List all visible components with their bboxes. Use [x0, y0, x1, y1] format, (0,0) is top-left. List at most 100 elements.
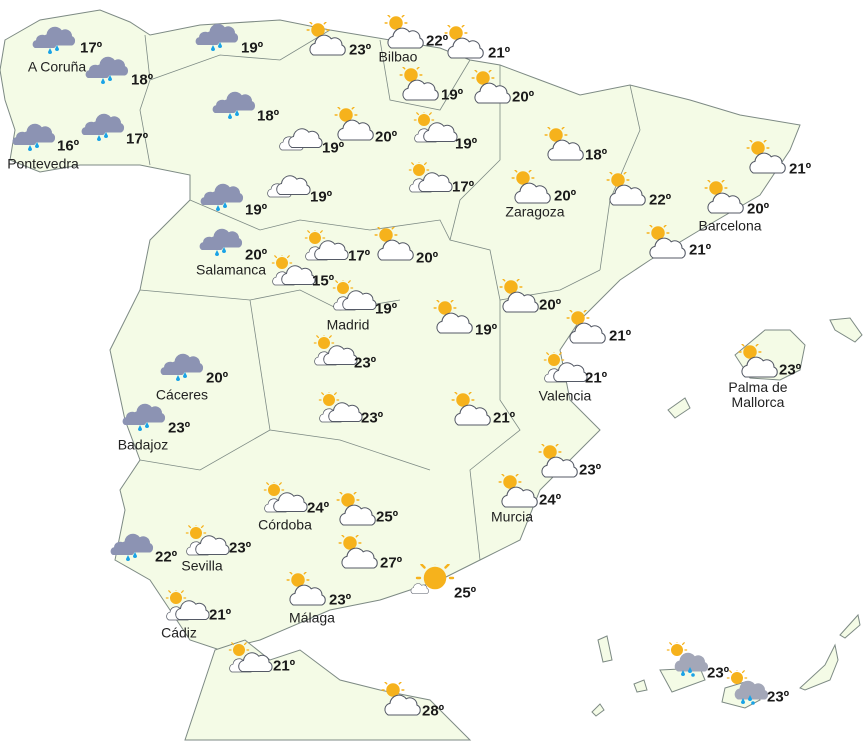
city-label: Málaga [289, 609, 335, 626]
sun-clouds-icon [262, 479, 308, 518]
city-label: Valencia [538, 387, 592, 404]
sun-clouds-icon [270, 252, 316, 291]
city-label: A Coruña [27, 58, 87, 75]
city-label: Badajoz [117, 436, 169, 453]
city-label: Salamanca [195, 261, 267, 278]
temperature-label: 23º [361, 409, 384, 427]
sun-cloud-icon [734, 340, 780, 380]
rain-icon [85, 50, 131, 86]
temperature-label: 20º [554, 187, 577, 205]
sun-cloud-icon [507, 166, 553, 206]
city-label: Barcelona [698, 217, 762, 234]
temperature-label: 19º [475, 321, 498, 339]
temperature-label: 21º [689, 241, 712, 259]
rain-icon [81, 107, 127, 143]
sun-cloud-icon [562, 306, 608, 346]
island-la-palma [597, 635, 613, 663]
temperature-label: 20º [206, 369, 229, 387]
temperature-label: 23º [767, 688, 790, 706]
sun-clouds-icon [412, 109, 458, 148]
sun-icon [409, 558, 455, 600]
temperature-label: 18º [131, 71, 154, 89]
temperature-label: 23º [779, 361, 802, 379]
sun-cloud-icon [395, 63, 441, 103]
rain-icon [195, 17, 241, 53]
island-fuerteventura [799, 643, 839, 691]
rain-icon [160, 347, 206, 383]
temperature-label: 21º [585, 369, 608, 387]
sun-clouds-icon [227, 639, 273, 678]
temperature-label: 17º [126, 130, 149, 148]
sun-clouds-icon [312, 332, 358, 371]
temperature-label: 24º [539, 491, 562, 509]
temperature-label: 19º [310, 188, 333, 206]
rain-icon [199, 222, 245, 258]
temperature-label: 20º [375, 128, 398, 146]
temperature-label: 20º [747, 200, 770, 218]
city-label: Sevilla [181, 557, 223, 574]
sun-clouds-icon [184, 522, 230, 561]
sun-clouds-icon [317, 389, 363, 428]
rain-icon [110, 527, 156, 563]
sun-cloud-icon [429, 296, 475, 336]
temperature-label: 20º [512, 88, 535, 106]
temperature-label: 20º [539, 296, 562, 314]
island-lanzarote [839, 613, 861, 639]
clouds-icon [277, 120, 323, 156]
sun-cloud-icon [302, 18, 348, 58]
island-la-gomera [633, 679, 648, 693]
city-label: Cádiz [161, 624, 197, 641]
city-label: Palma de Mallorca [728, 379, 788, 410]
temperature-label: 27º [380, 554, 403, 572]
temperature-label: 19º [375, 300, 398, 318]
rain-icon [122, 397, 168, 433]
sun-cloud-icon [540, 123, 586, 163]
temperature-label: 17º [348, 247, 371, 265]
city-label: Murcia [490, 508, 534, 525]
sun-clouds-icon [542, 349, 588, 388]
temperature-label: 22º [155, 548, 178, 566]
temperature-label: 17º [452, 178, 475, 196]
temperature-label: 19º [455, 135, 478, 153]
sun-cloud-icon [494, 470, 540, 510]
sun-cloud-icon [282, 568, 328, 608]
sun-cloud-icon [700, 176, 746, 216]
island-el-hierro [591, 703, 605, 717]
temperature-label: 19º [241, 39, 264, 57]
rain-icon [32, 20, 78, 56]
island-ibiza [667, 397, 691, 419]
temperature-label: 23º [349, 41, 372, 59]
city-label: Pontevedra [7, 155, 79, 172]
temperature-label: 21º [493, 409, 516, 427]
city-label: Córdoba [258, 516, 312, 533]
sun-cloud-icon [370, 223, 416, 263]
temperature-label: 21º [609, 327, 632, 345]
temperature-label: 19º [441, 86, 464, 104]
city-label: Cáceres [155, 386, 209, 403]
rain-icon [200, 177, 246, 213]
temperature-label: 22º [649, 191, 672, 209]
temperature-label: 18º [585, 146, 608, 164]
temperature-label: 23º [579, 461, 602, 479]
temperature-label: 16º [57, 137, 80, 155]
sun-cloud-icon [495, 275, 541, 315]
sun-cloud-icon [642, 221, 688, 261]
temperature-label: 23º [168, 419, 191, 437]
sun-cloud-icon [332, 488, 378, 528]
sun-cloud-icon [467, 66, 513, 106]
clouds-icon [265, 167, 311, 203]
temperature-label: 21º [789, 160, 812, 178]
sun-cloud-icon [440, 21, 486, 61]
city-label: Madrid [326, 316, 370, 333]
sun-cloud-icon [534, 440, 580, 480]
sun-clouds-icon [164, 587, 210, 626]
temperature-label: 21º [209, 606, 232, 624]
temperature-label: 25º [454, 584, 477, 602]
temperature-label: 21º [488, 44, 511, 62]
temperature-label: 25º [376, 508, 399, 526]
sun-clouds-icon [331, 277, 377, 316]
temperature-label: 15º [312, 272, 335, 290]
sun-clouds-icon [407, 159, 453, 198]
temperature-label: 24º [307, 499, 330, 517]
